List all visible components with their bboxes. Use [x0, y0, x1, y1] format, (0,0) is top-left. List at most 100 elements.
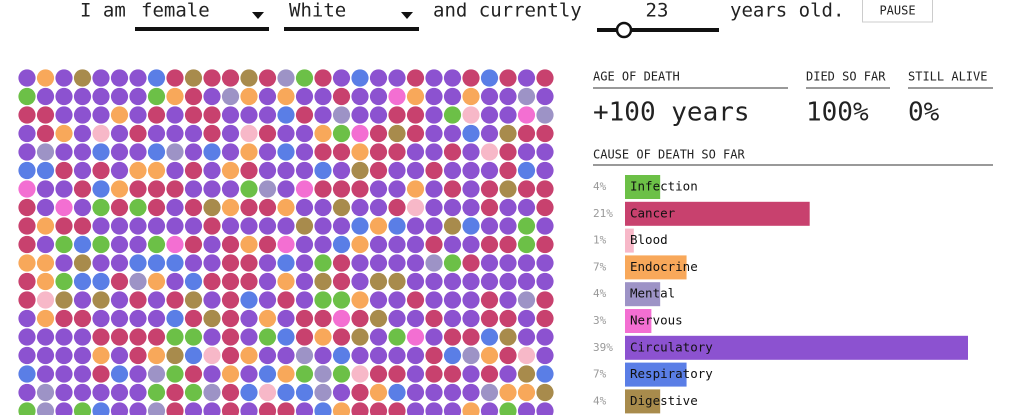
person-dot — [184, 402, 203, 415]
person-dot — [332, 87, 351, 106]
person-dot — [406, 87, 425, 106]
person-dot — [129, 235, 147, 254]
person-dot — [55, 217, 73, 235]
person-dot — [110, 161, 129, 180]
person-dot — [443, 180, 462, 198]
person-dot — [73, 254, 92, 272]
race-select[interactable]: White — [284, 0, 419, 31]
stat-label: STILL ALIVE — [908, 70, 987, 84]
dropdown-arrow[interactable] — [401, 12, 413, 19]
person-dot — [110, 328, 129, 346]
person-dot — [221, 291, 240, 309]
person-dot — [203, 198, 221, 217]
person-dot — [295, 198, 314, 217]
person-dot — [36, 217, 55, 235]
person-dot — [443, 272, 462, 291]
person-dot — [166, 106, 184, 124]
person-dot — [258, 69, 277, 87]
person-dot — [332, 180, 351, 198]
stat-label: DIED SO FAR — [806, 70, 886, 84]
person-dot — [221, 161, 240, 180]
person-dot — [55, 346, 73, 365]
person-dot — [369, 217, 388, 235]
person-dot — [332, 106, 351, 124]
person-dot — [295, 69, 314, 87]
person-dot — [499, 143, 517, 161]
cause-bars: 4% Infection 21% Cancer 1% Blood 7% Endocrine 4%… — [593, 175, 968, 414]
person-dot — [184, 124, 203, 143]
person-dot — [240, 180, 258, 198]
person-dot — [314, 291, 332, 309]
person-dot — [462, 328, 480, 346]
slider-knob[interactable] — [615, 21, 633, 39]
slider-track[interactable] — [597, 28, 719, 32]
person-dot — [221, 309, 240, 328]
person-dot — [203, 254, 221, 272]
age-slider[interactable] — [597, 21, 719, 39]
sex-select[interactable]: female — [135, 0, 269, 31]
person-dot — [443, 328, 462, 346]
person-dot — [36, 198, 55, 217]
person-dot — [203, 143, 221, 161]
person-dot — [406, 365, 425, 383]
button-label[interactable]: PAUSE — [879, 4, 915, 18]
person-dot — [258, 143, 277, 161]
person-dot — [388, 69, 406, 87]
person-dot — [203, 272, 221, 291]
person-dot — [314, 309, 332, 328]
person-dot — [295, 217, 314, 235]
dropdown-arrow[interactable] — [252, 12, 264, 19]
bar — [625, 282, 661, 307]
person-dot — [425, 180, 443, 198]
person-dot — [406, 254, 425, 272]
button-frame[interactable] — [862, 0, 933, 23]
person-dot — [73, 365, 92, 383]
person-dot — [184, 272, 203, 291]
person-dot — [480, 161, 499, 180]
person-dot — [92, 161, 110, 180]
person-dot — [166, 402, 184, 415]
sentence-text: and currently — [433, 0, 582, 22]
person-dot — [73, 291, 92, 309]
person-dot — [258, 124, 277, 143]
person-dot — [314, 346, 332, 365]
person-dot — [462, 124, 480, 143]
person-dot — [184, 217, 203, 235]
person-dot — [73, 124, 92, 143]
sentence-text: I am — [80, 0, 126, 22]
person-dot — [480, 235, 499, 254]
person-dot — [443, 161, 462, 180]
person-dot — [92, 180, 110, 198]
value-label: 4% — [593, 180, 607, 193]
person-dot — [240, 198, 258, 217]
person-dot — [221, 143, 240, 161]
person-dot — [425, 402, 443, 415]
person-dot — [462, 365, 480, 383]
person-dot — [110, 309, 129, 328]
person-dot — [517, 143, 536, 161]
pause-button[interactable]: PAUSE — [862, 0, 933, 23]
person-dot — [425, 106, 443, 124]
person-dot — [258, 383, 277, 402]
person-dot — [203, 346, 221, 365]
person-dot — [36, 124, 55, 143]
person-dot — [240, 309, 258, 328]
person-dot — [55, 124, 73, 143]
person-dot — [517, 328, 536, 346]
person-dot — [55, 161, 73, 180]
person-dot — [129, 254, 147, 272]
person-dot — [258, 309, 277, 328]
person-dot — [406, 69, 425, 87]
select-value[interactable]: White — [289, 0, 346, 22]
person-dot — [18, 143, 36, 161]
person-dot — [55, 198, 73, 217]
person-dot — [443, 346, 462, 365]
person-dot — [388, 106, 406, 124]
category-label: Circulatory — [630, 339, 713, 354]
person-dot — [166, 383, 184, 402]
person-dot — [480, 328, 499, 346]
person-dot — [425, 143, 443, 161]
person-dot — [73, 383, 92, 402]
select-value[interactable]: female — [141, 0, 210, 22]
